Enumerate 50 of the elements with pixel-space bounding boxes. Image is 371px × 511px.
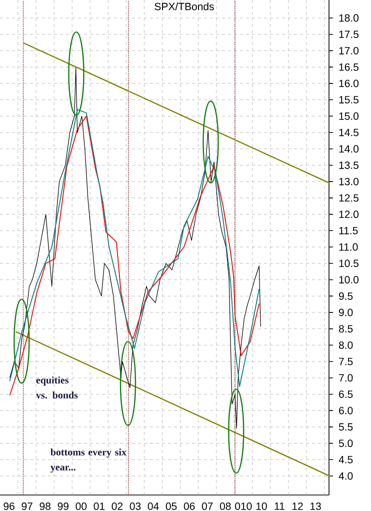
annotation: bottoms every six year... (50, 448, 126, 473)
x-tick-label: 00 (76, 502, 87, 510)
y-tick-label: 6.5 (339, 390, 353, 398)
x-tick-label: 96 (4, 502, 14, 510)
x-tick-label: 04 (148, 502, 159, 510)
y-tick-label: 6.0 (339, 406, 353, 414)
x-tick-label: 07 (202, 502, 213, 510)
y-tick-label: 8.5 (338, 325, 353, 333)
y-tick-label: 11.5 (339, 226, 358, 234)
y-tick-label: 7.0 (339, 374, 353, 382)
x-tick-label: 98 (40, 502, 50, 510)
chart-title: SPX/TBonds (154, 2, 214, 10)
y-tick-label: 12.0 (339, 210, 359, 218)
y-tick-label: 11.0 (339, 243, 358, 251)
x-tick-label: 10 (256, 502, 267, 510)
x-tick-label: 11 (274, 502, 284, 510)
y-tick-label: 8.0 (338, 341, 353, 349)
x-tick-label: 06 (184, 502, 195, 510)
y-tick-label: 5.5 (338, 423, 353, 431)
y-tick-label: 15.5 (339, 96, 359, 104)
y-tick-label: 7.5 (339, 358, 353, 366)
y-tick-label: 16.0 (339, 80, 359, 88)
y-tick-label: 14.0 (339, 145, 359, 153)
y-tick-label: 14.5 (339, 128, 359, 136)
y-tick-label: 5.0 (338, 440, 353, 448)
x-tick-label: 97 (22, 502, 32, 510)
y-tick-label: 17.5 (339, 30, 359, 38)
y-tick-label: 15.0 (339, 112, 359, 120)
x-tick-label: 01 (94, 502, 105, 510)
x-tick-label: 12 (292, 502, 303, 510)
y-tick-label: 13.5 (339, 162, 359, 169)
y-tick-label: 12.5 (339, 194, 359, 202)
y-tick-label: 4.0 (338, 472, 353, 480)
y-tick-label: 10.0 (339, 276, 359, 284)
x-tick-label: 13 (310, 502, 321, 510)
y-tick-label: 9.0 (339, 308, 353, 316)
x-tick-label: 99 (58, 502, 68, 510)
y-tick-label: 9.5 (339, 292, 353, 300)
y-tick-label: 4.5 (338, 456, 353, 464)
y-tick-label: 18.0 (339, 14, 359, 22)
y-tick-label: 10.5 (339, 260, 359, 268)
x-tick-label: 05 (166, 502, 177, 510)
y-tick-label: 13.0 (339, 178, 359, 186)
x-tick-label: 08 (220, 502, 231, 510)
y-tick-label: 17.0 (339, 47, 359, 54)
x-tick-label: 02 (112, 502, 123, 510)
x-tick-label: 010 (235, 502, 252, 510)
annotation: equities vs. bonds (36, 376, 78, 399)
y-tick-label: 16.5 (339, 63, 359, 71)
x-tick-label: 03 (130, 502, 141, 510)
